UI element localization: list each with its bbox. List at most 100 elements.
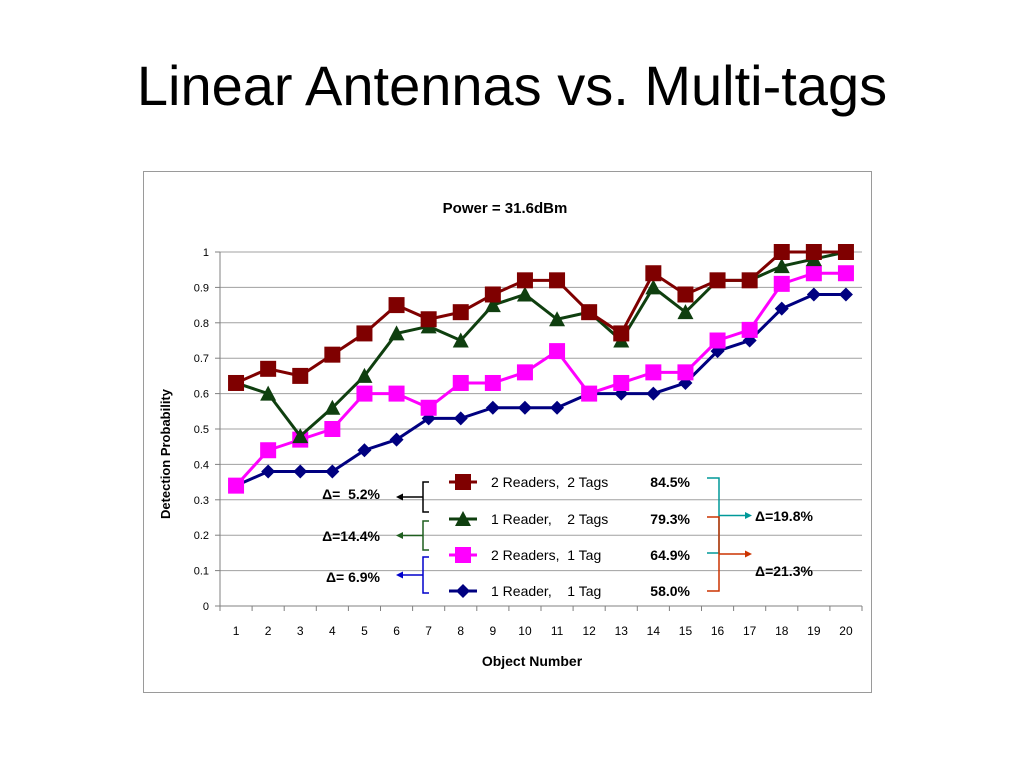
legend-label: 2 Readers, 2 Tags [491,474,608,490]
x-tick-label: 5 [361,624,368,638]
y-tick-label: 0.7 [194,353,209,365]
delta-label: Δ=19.8% [755,508,813,524]
data-point [356,385,373,402]
bracket [707,516,720,592]
y-tick-label: 0.9 [194,282,209,294]
legend-item: 1 Reader, 2 Tags 79.3% [449,511,691,527]
y-tick-label: 0.1 [194,566,209,578]
data-point [549,311,566,327]
data-point [581,304,598,321]
x-tick-label: 7 [425,624,432,638]
y-tick-label: 0.5 [194,424,209,436]
data-point [645,279,662,295]
data-point [549,272,566,289]
delta-annotation-left: Δ= 6.9% [326,556,429,594]
data-point [837,244,854,260]
axis-layer: 00.10.20.30.40.50.60.70.80.911 2 3 4 5 6 7 8 9 10… [194,247,863,638]
chart-title: Power = 31.6dBm [443,200,568,217]
delta-label: Δ= 6.9% [326,569,381,585]
data-point [324,421,341,437]
data-point [260,360,277,377]
data-point [709,272,726,289]
data-point [325,464,340,479]
data-point [709,332,726,349]
series-0 [228,244,854,391]
y-tick-label: 0.3 [194,495,209,507]
legend-average: 79.3% [650,511,690,527]
y-tick-label: 0.2 [194,530,209,542]
x-axis-label: Object Number [482,653,583,669]
x-tick-label: 2 [265,624,272,638]
data-point [516,286,533,302]
legend-marker [455,474,471,490]
data-point [388,385,405,402]
x-tick-label: 18 [775,624,789,638]
data-point [773,258,790,274]
delta-label: Δ= 5.2% [322,486,380,502]
data-point [517,400,532,415]
legend-average: 84.5% [650,474,690,490]
data-point [645,364,662,381]
data-point [452,332,469,348]
delta-annotation-left: Δ= 5.2% [322,481,429,513]
data-point [773,244,790,260]
arrow-head [396,532,403,539]
data-point [550,400,565,415]
data-point [677,286,694,303]
data-point [773,275,790,292]
y-tick-label: 0 [203,601,209,613]
x-tick-label: 9 [490,624,497,638]
arrow-head [396,493,403,501]
data-point [261,464,276,479]
x-tick-label: 10 [518,624,532,638]
series-layer [228,244,854,494]
data-point [292,367,309,384]
y-axis-label: Detection Probability [158,388,173,519]
data-point [741,321,758,338]
data-point [838,287,853,302]
data-point [452,304,469,321]
legend-marker [456,584,470,598]
x-tick-label: 15 [679,624,693,638]
legend-marker [455,511,471,526]
data-point [613,325,630,342]
delta-label: Δ=14.4% [322,528,380,544]
x-tick-label: 16 [711,624,725,638]
data-point [356,325,373,342]
legend-label: 1 Reader, 2 Tags [491,511,608,527]
data-point [324,399,341,415]
y-tick-label: 0.6 [194,389,209,401]
y-tick-label: 0.8 [194,318,209,330]
data-point [549,343,566,360]
annotation-layer: Δ= 5.2% Δ=14.4% Δ= 6.9% Δ=19.8% Δ=21.3% [322,477,813,594]
data-point [228,374,245,391]
x-tick-label: 20 [839,624,853,638]
data-point [420,399,437,416]
data-point [293,464,308,479]
x-tick-label: 14 [647,624,661,638]
x-tick-label: 8 [457,624,464,638]
legend-marker [455,547,471,563]
data-point [516,364,533,381]
legend-label: 1 Reader, 1 Tag [491,583,601,599]
data-point [292,428,309,444]
x-tick-label: 6 [393,624,400,638]
delta-annotation-right: Δ=21.3% [707,516,813,592]
data-point [260,442,277,459]
data-point [581,385,598,402]
legend-item: 1 Reader, 1 Tag 58.0% [449,583,691,599]
y-tick-label: 0.4 [194,459,209,471]
arrow-head [745,550,752,558]
data-point [678,375,693,390]
data-point [485,400,500,415]
slide-title: Linear Antennas vs. Multi-tags [136,54,888,117]
data-point [356,367,373,383]
data-point [484,374,501,391]
legend-average: 64.9% [650,547,690,563]
data-point [388,325,405,341]
data-point [357,443,372,458]
legend-label: 2 Readers, 1 Tag [491,547,601,563]
data-point [453,411,468,426]
data-point [260,385,277,401]
data-point [389,432,404,447]
